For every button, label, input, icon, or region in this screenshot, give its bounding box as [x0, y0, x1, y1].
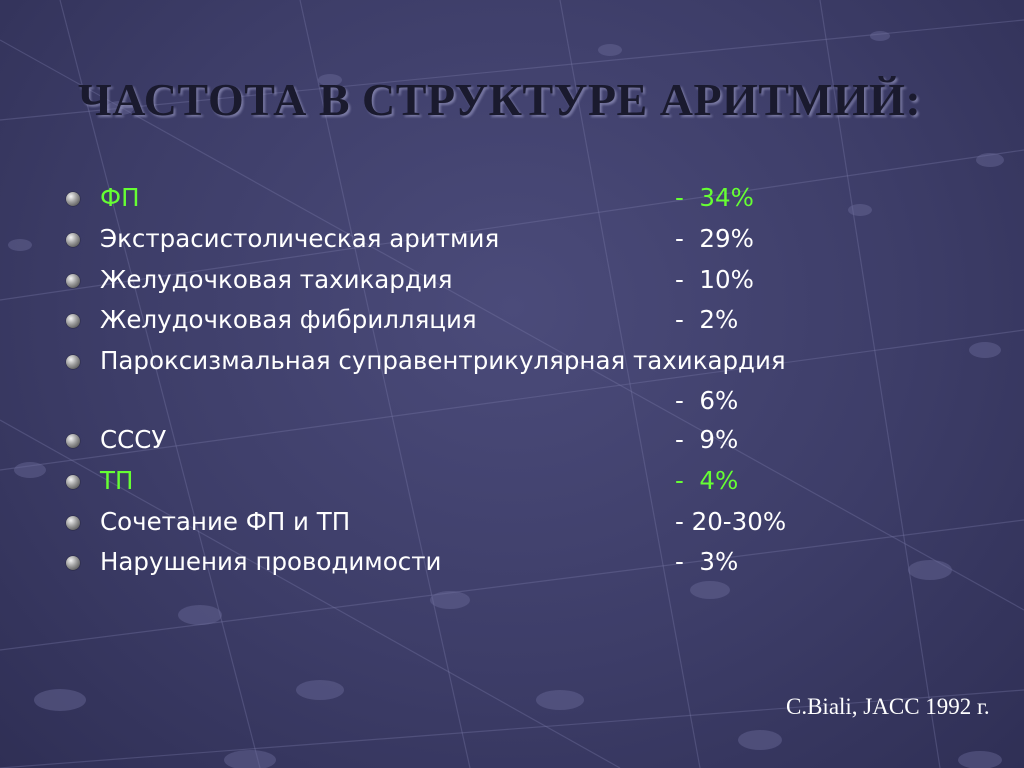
- bullet-icon: [66, 355, 80, 370]
- item-value: - 10%: [675, 264, 754, 294]
- list-item: СССУ - 9%: [0, 420, 1024, 461]
- item-label: Сочетание ФП и ТП: [100, 506, 351, 536]
- item-value: - 3%: [675, 547, 739, 577]
- item-value: - 9%: [675, 424, 739, 454]
- list-item: Нарушения проводимости - 3%: [0, 542, 1024, 583]
- item-value: - 20-30%: [675, 506, 787, 536]
- bullet-icon: [66, 556, 80, 571]
- item-value: - 29%: [675, 223, 754, 253]
- list-item: Пароксизмальная суправентрикулярная тахи…: [0, 341, 1024, 382]
- bullet-icon: [66, 433, 80, 448]
- item-value: - 4%: [675, 465, 739, 495]
- bullet-icon: [66, 232, 80, 247]
- list-item: Сочетание ФП и ТП - 20-30%: [0, 502, 1024, 543]
- list-item: ТП - 4%: [0, 461, 1024, 502]
- bullet-icon: [66, 474, 80, 489]
- item-value: - 6%: [675, 385, 739, 415]
- source-citation: C.Biali, JACC 1992 г.: [786, 694, 990, 719]
- item-label: Экстрасистолическая аритмия: [100, 223, 500, 253]
- list-item: Желудочковая тахикардия - 10%: [0, 260, 1024, 301]
- item-value: - 34%: [675, 183, 754, 212]
- item-label: Желудочковая фибрилляция: [100, 305, 477, 335]
- item-label: СССУ: [100, 424, 167, 454]
- bullet-icon: [66, 192, 80, 206]
- item-label: ФП: [100, 183, 140, 212]
- list-item: Желудочковая фибрилляция - 2%: [0, 300, 1024, 341]
- bullet-icon: [66, 515, 80, 530]
- list-item: ФП - 34%: [0, 178, 1024, 219]
- arrhythmia-list: ФП - 34% Экстрасистолическая аритмия - 29% Ж…: [0, 178, 1024, 583]
- slide-title: ЧАСТОТА В СТРУКТУРЕ АРИТМИЙ:: [78, 74, 922, 125]
- bullet-icon: [66, 273, 80, 288]
- item-label: Нарушения проводимости: [100, 547, 442, 577]
- list-item: - 6%: [0, 382, 1024, 420]
- item-label: Пароксизмальная суправентрикулярная тахи…: [100, 346, 786, 376]
- item-label: ТП: [100, 465, 134, 495]
- item-value: - 2%: [675, 305, 739, 335]
- list-item: Экстрасистолическая аритмия - 29%: [0, 219, 1024, 260]
- item-label: Желудочковая тахикардия: [100, 264, 453, 294]
- bullet-icon: [66, 314, 80, 329]
